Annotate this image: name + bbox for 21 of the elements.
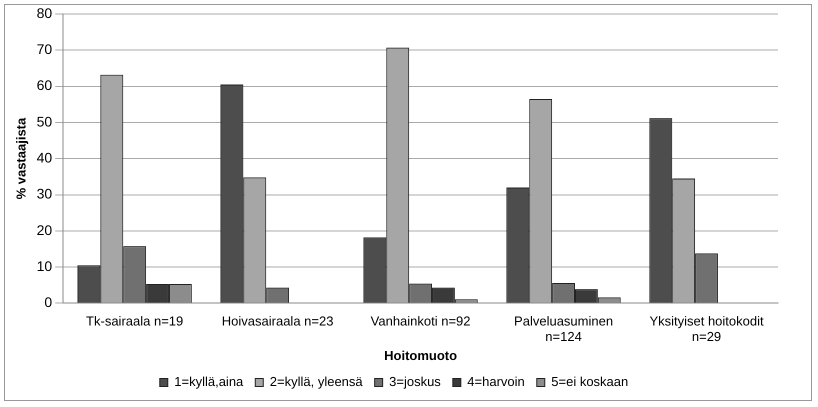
legend-label: 4=harvoin (467, 374, 525, 390)
x-tick-label: Palveluasuminen n=124 (514, 314, 614, 344)
x-axis-title: Hoitomuoto (384, 348, 458, 363)
legend-label: 3=joskus (389, 374, 442, 390)
y-axis-title: % vastaajista (13, 117, 28, 200)
y-tick-label: 70 (36, 41, 52, 58)
y-tick-label: 80 (36, 4, 52, 21)
y-tick-label: 0 (44, 294, 52, 310)
legend-label: 5=ei koskaan (551, 374, 628, 390)
y-tick-label: 40 (36, 149, 52, 166)
y-tick-label: 50 (36, 113, 52, 130)
x-tick-label: Hoivasairaala n=23 (222, 314, 334, 329)
x-tick-label: Yksityiset hoitokodit n=29 (649, 314, 764, 344)
y-tick-label: 30 (36, 186, 52, 202)
y-tick-label: 20 (36, 222, 52, 238)
y-tick-label: 10 (36, 258, 52, 274)
legend-label: 2=kyllä, yleensä (270, 374, 364, 390)
y-tick-label: 60 (36, 77, 52, 94)
x-tick-label: Vanhainkoti n=92 (370, 314, 471, 329)
x-tick-label: Tk-sairaala n=19 (86, 314, 184, 329)
legend-label: 1=kyllä,aina (174, 374, 244, 390)
